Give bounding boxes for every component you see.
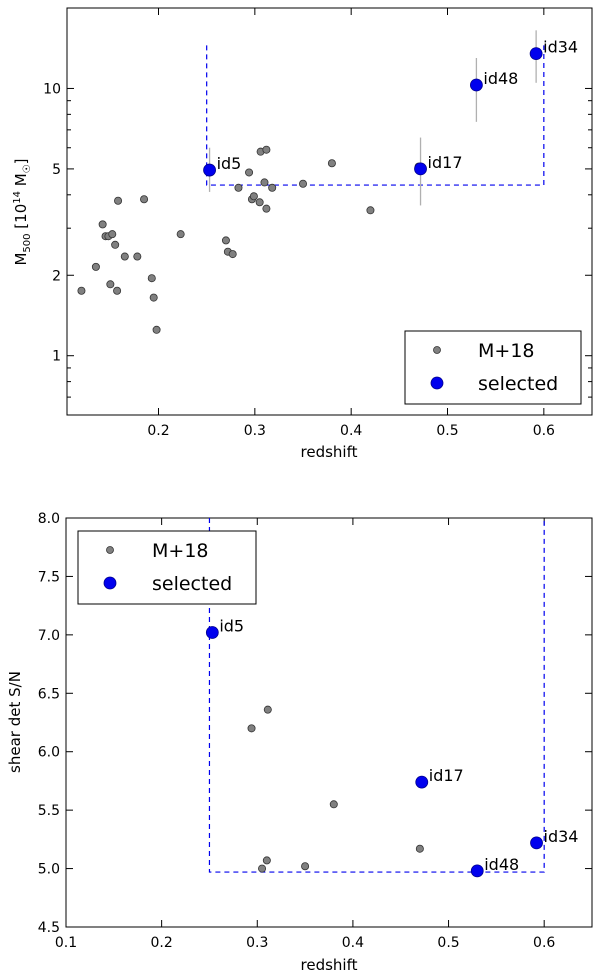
top-x-tick-label: 0.2 (147, 423, 169, 439)
bottom-x-tick-label: 0.4 (342, 935, 364, 951)
bottom-x-tick-label: 0.2 (151, 935, 173, 951)
top-m18-point (147, 274, 156, 283)
top-m18-point (149, 293, 158, 302)
bottom-legend-label-selected: selected (152, 573, 232, 595)
bottom-selected-point (415, 775, 429, 789)
top-plot-frame (66, 7, 593, 416)
top-annotation-id48: id48 (483, 69, 518, 88)
bottom-legend-label-m18: M+18 (152, 540, 209, 562)
bottom-selected-point (470, 864, 484, 878)
bottom-y-tick-label: 5.5 (38, 803, 60, 819)
top-m18-point (234, 183, 243, 192)
top-m18-point (152, 325, 161, 334)
top-m18-point (91, 262, 100, 271)
top-x-tick-label: 0.5 (436, 423, 458, 439)
bottom-legend-box (77, 530, 257, 605)
top-m18-point (366, 206, 375, 215)
top-m18-point (98, 220, 107, 229)
bottom-m18-point (247, 724, 256, 733)
bottom-legend-marker-selected (103, 576, 117, 590)
top-m18-point (113, 286, 122, 295)
top-m18-point (260, 178, 269, 187)
bottom-m18-point (263, 705, 272, 714)
bottom-y-tick-label: 7.0 (38, 628, 60, 644)
top-chart: 0.2 0.3 0.4 0.5 0.6 1 2 5 10 id5 id17 id48 id34 red… (12, 7, 593, 461)
top-m18-point (176, 230, 185, 239)
top-y-tick-label: 10 (43, 81, 61, 97)
top-m18-point (249, 192, 258, 201)
bottom-selection-box (208, 518, 545, 873)
top-annotation-id5: id5 (217, 154, 242, 173)
top-m18-point (299, 179, 308, 188)
top-m18-point (140, 195, 149, 204)
top-legend-label-m18: M+18 (478, 340, 535, 362)
top-selected-point (529, 47, 543, 61)
top-y-axis-label: M500 [1014 M☉] (12, 158, 33, 265)
top-m18-point (268, 183, 277, 192)
top-legend-label-selected: selected (478, 373, 558, 395)
top-annotation-id34: id34 (543, 38, 578, 57)
top-x-tick-label: 0.4 (340, 423, 362, 439)
top-selected-point (414, 162, 427, 176)
top-selected-point (470, 78, 483, 92)
top-m18-point (245, 168, 254, 177)
bottom-plot-frame (65, 517, 593, 928)
bottom-selected-point (205, 626, 219, 639)
bottom-y-tick-label: 5.0 (38, 862, 60, 878)
top-m18-point (133, 252, 142, 261)
top-y-tick-label: 5 (52, 162, 61, 178)
bottom-legend-marker-m18 (106, 546, 114, 554)
top-x-tick-label: 0.3 (244, 423, 266, 439)
top-legend: M+18 selected (404, 330, 582, 405)
top-y-tick-label: 2 (52, 268, 61, 284)
top-selected-point (203, 163, 216, 177)
top-m18-point (120, 252, 129, 261)
bottom-y-tick-label: 6.5 (38, 686, 60, 702)
bottom-m18-point (329, 800, 338, 809)
bottom-y-axis-label: shear det S/N (6, 671, 24, 773)
bottom-y-tick-label: 8.0 (38, 511, 60, 527)
top-m18-point (77, 286, 86, 295)
bottom-annotation-id17: id17 (429, 766, 464, 785)
top-m18-point (228, 250, 237, 259)
top-legend-box (404, 330, 582, 405)
bottom-x-tick-label: 0.5 (437, 935, 459, 951)
bottom-x-tick-label: 0.3 (246, 935, 268, 951)
bottom-m18-point (262, 856, 271, 865)
top-m18-point (111, 240, 120, 249)
top-x-tick-label: 0.6 (533, 423, 555, 439)
top-m18-point (262, 145, 271, 154)
bottom-selected-point (530, 836, 543, 850)
bottom-m18-point (301, 862, 310, 871)
top-y-tick-label: 1 (52, 349, 61, 365)
bottom-chart: 0.1 0.2 0.3 0.4 0.5 0.6 4.5 5.0 5.5 6.0 6.5 7.0 7.5 8… (6, 511, 593, 974)
bottom-annotation-id5: id5 (219, 617, 244, 636)
top-m18-point (327, 159, 336, 168)
bottom-x-axis-label: redshift (301, 956, 358, 974)
top-x-axis-label: redshift (301, 443, 358, 461)
top-m18-point (262, 204, 271, 213)
bottom-m18-point (415, 844, 424, 853)
bottom-x-tick-label: 0.6 (533, 935, 555, 951)
bottom-m18-point (258, 864, 267, 873)
top-selection-box (206, 45, 545, 186)
bottom-annotation-id48: id48 (484, 855, 519, 874)
bottom-legend: M+18 selected (77, 530, 257, 605)
top-legend-marker-m18 (433, 346, 441, 354)
top-legend-marker-selected (430, 376, 444, 390)
bottom-x-tick-label: 0.1 (55, 935, 77, 951)
bottom-y-tick-label: 6.0 (38, 745, 60, 761)
top-m18-point (255, 198, 264, 207)
bottom-annotation-id34: id34 (544, 827, 579, 846)
top-m18-point (114, 196, 123, 205)
top-m18-point (221, 236, 230, 245)
bottom-y-tick-label: 7.5 (38, 569, 60, 585)
top-m18-point (106, 280, 115, 289)
bottom-y-tick-label: 4.5 (38, 920, 60, 936)
top-annotation-id17: id17 (428, 153, 463, 172)
top-m18-point (108, 230, 117, 239)
